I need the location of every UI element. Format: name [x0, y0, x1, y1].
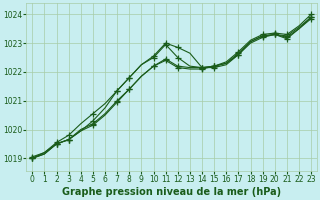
X-axis label: Graphe pression niveau de la mer (hPa): Graphe pression niveau de la mer (hPa): [62, 187, 281, 197]
